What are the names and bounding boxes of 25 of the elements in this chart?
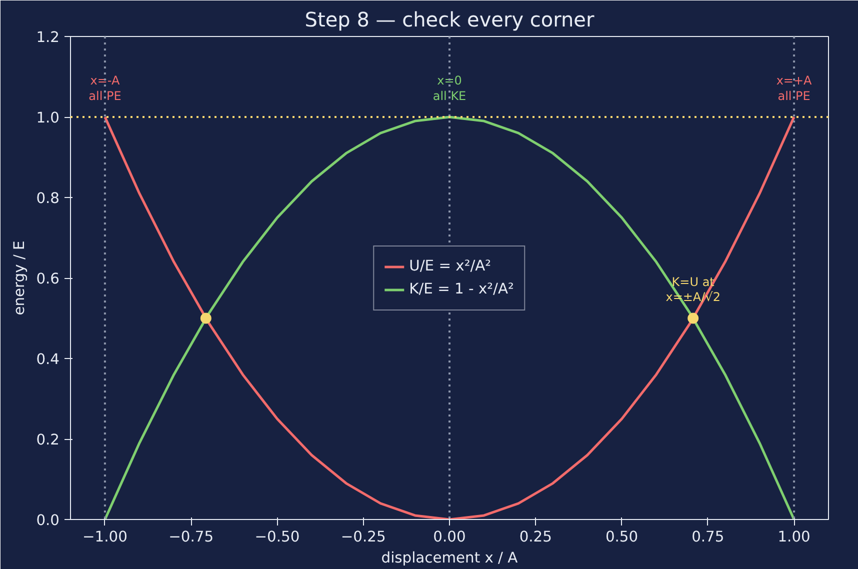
x-tick-label: 1.00: [778, 528, 810, 546]
x-tick-label: 0.75: [692, 528, 724, 546]
legend-label: U/E = x²/A²: [409, 258, 492, 274]
x-tick-label: −0.25: [340, 528, 386, 546]
x-tick-label: −1.00: [82, 528, 128, 546]
chart-title: Step 8 — check every corner: [304, 8, 595, 32]
y-tick-label: 1.0: [36, 110, 60, 126]
x-axis-title: displacement x / A: [381, 550, 518, 566]
x-tick-label: 0.00: [433, 528, 466, 546]
y-tick-label: 1.2: [36, 29, 60, 46]
y-tick-label: 0.6: [36, 270, 60, 288]
y-tick-label: 0.8: [36, 190, 60, 207]
x-tick-label: −0.50: [254, 528, 300, 546]
y-tick-label: 0.4: [36, 351, 60, 368]
legend-label: K/E = 1 - x²/A²: [409, 280, 514, 298]
line-series: [104, 116, 796, 520]
y-axis-title: energy / E: [11, 240, 28, 316]
y-tick-label: 0.2: [36, 432, 60, 448]
y-tick-label: 0.0: [36, 512, 60, 529]
x-tick-label: 0.25: [519, 528, 552, 546]
annotation: x=+A all PE: [776, 74, 813, 103]
annotation: x=-A all PE: [88, 74, 122, 103]
x-tick-label: 0.50: [605, 528, 638, 546]
annotation: x=0 all KE: [432, 74, 466, 103]
x-tick-label: −0.75: [168, 528, 214, 546]
